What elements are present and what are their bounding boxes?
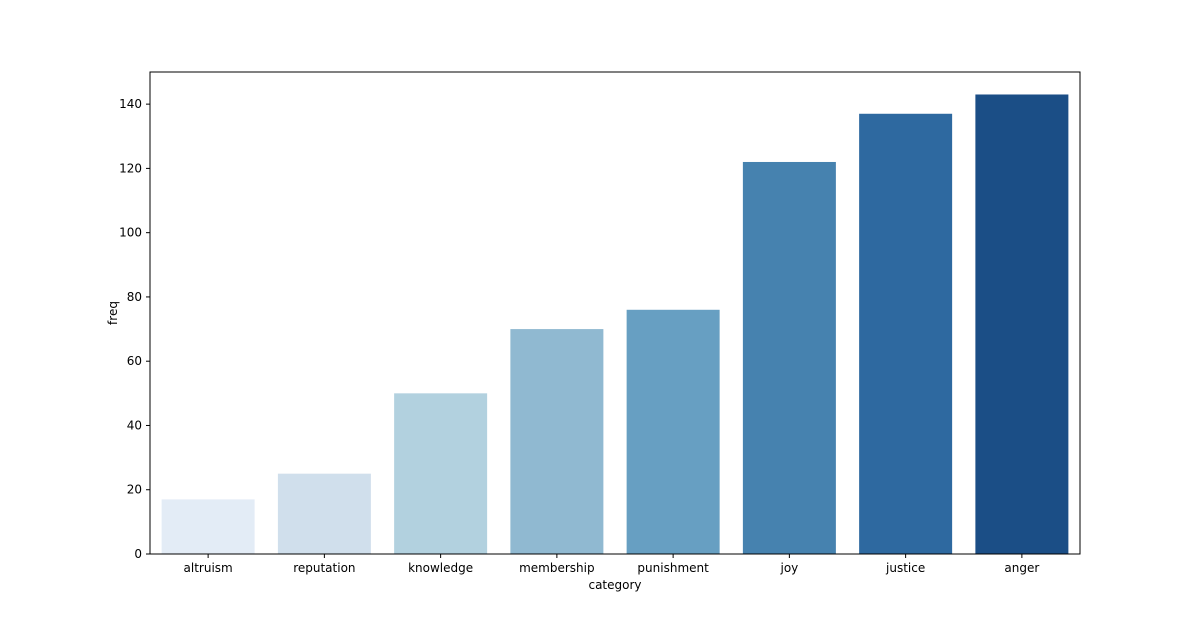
x-tick-label: anger xyxy=(1004,561,1039,575)
bar-justice xyxy=(859,113,953,555)
plot-frame xyxy=(149,71,1081,555)
x-tick-label: punishment xyxy=(637,561,709,575)
x-tick-label: altruism xyxy=(184,561,233,575)
bars-layer xyxy=(161,94,1069,555)
x-tick-label: knowledge xyxy=(408,561,473,575)
y-tick-label: 60 xyxy=(127,354,142,368)
x-tick-label: joy xyxy=(779,561,798,575)
bar-knowledge xyxy=(394,393,488,554)
x-tick-label: justice xyxy=(885,561,925,575)
y-axis-label: freq xyxy=(106,301,120,325)
bar-anger xyxy=(975,94,1069,555)
bar-membership xyxy=(510,329,604,554)
x-tick-label: membership xyxy=(519,561,595,575)
y-tick-label: 100 xyxy=(119,226,142,240)
bar-punishment xyxy=(626,309,720,554)
y-tick-label: 40 xyxy=(127,418,142,432)
y-tick-label: 140 xyxy=(119,97,142,111)
x-tick-label: reputation xyxy=(293,561,355,575)
bar-reputation xyxy=(277,473,371,554)
bar-joy xyxy=(742,161,836,554)
bar-altruism xyxy=(161,499,255,554)
y-tick-label: 0 xyxy=(134,547,142,561)
y-tick-label: 120 xyxy=(119,161,142,175)
y-tick-label: 20 xyxy=(127,483,142,497)
x-axis-label: category xyxy=(588,578,641,592)
axes-layer: altruism reputation knowledge membership pun… xyxy=(119,71,1081,575)
y-tick-label: 80 xyxy=(127,290,142,304)
